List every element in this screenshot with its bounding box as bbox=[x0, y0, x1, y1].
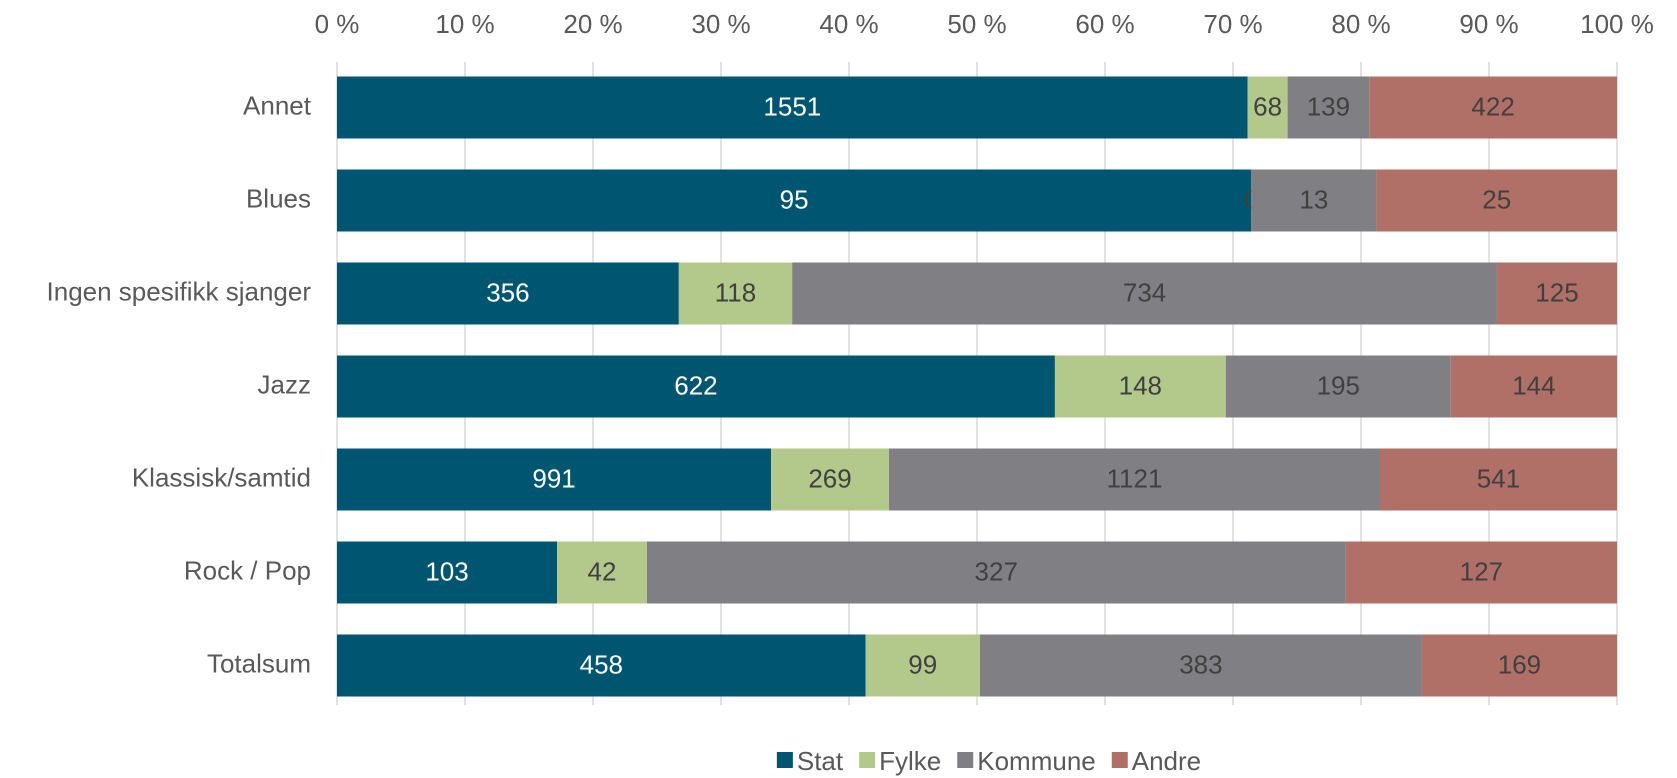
bar-segment bbox=[1496, 262, 1617, 325]
bar-segment bbox=[1345, 541, 1617, 604]
bar-segment bbox=[557, 541, 647, 604]
bar-segment bbox=[646, 541, 1346, 604]
data-label: 125 bbox=[1535, 277, 1578, 307]
data-label: 269 bbox=[808, 463, 851, 493]
data-label: 13 bbox=[1299, 184, 1328, 214]
bar-segment bbox=[337, 76, 1248, 139]
data-label: 144 bbox=[1512, 370, 1555, 400]
data-label: 103 bbox=[425, 556, 468, 586]
data-label: 139 bbox=[1307, 91, 1350, 121]
bar-segment bbox=[1421, 634, 1617, 697]
data-label: 991 bbox=[532, 463, 575, 493]
bar-segment bbox=[1369, 76, 1617, 139]
data-label: 68 bbox=[1253, 91, 1282, 121]
data-label: 42 bbox=[588, 556, 617, 586]
data-label: 99 bbox=[908, 649, 937, 679]
legend-swatch bbox=[859, 752, 876, 768]
bar-segment bbox=[1054, 355, 1226, 418]
data-label: 734 bbox=[1123, 277, 1166, 307]
data-label: 356 bbox=[486, 277, 529, 307]
y-tick-label: Totalsum bbox=[207, 648, 311, 678]
bar-segment bbox=[1450, 355, 1617, 418]
data-label: 1121 bbox=[1107, 463, 1163, 493]
data-label: 25 bbox=[1482, 184, 1511, 214]
data-label: 169 bbox=[1498, 649, 1541, 679]
bar-segment bbox=[1287, 76, 1370, 139]
x-tick-label: 70 % bbox=[1203, 9, 1262, 39]
y-tick-label: Jazz bbox=[258, 369, 311, 399]
legend-swatch bbox=[1111, 752, 1128, 768]
legend-label: Kommune bbox=[977, 746, 1096, 776]
bar-segment bbox=[337, 541, 558, 604]
data-label: 458 bbox=[580, 649, 623, 679]
bar-segment bbox=[865, 634, 980, 697]
x-tick-label: 60 % bbox=[1075, 9, 1134, 39]
legend-label: Fylke bbox=[879, 746, 941, 776]
data-label: 148 bbox=[1119, 370, 1162, 400]
y-tick-label: Klassisk/samtid bbox=[132, 462, 311, 492]
data-label: 127 bbox=[1460, 556, 1503, 586]
bar-segment bbox=[1247, 76, 1288, 139]
bar-segment bbox=[1225, 355, 1451, 418]
data-label: 422 bbox=[1471, 91, 1514, 121]
x-tick-label: 30 % bbox=[691, 9, 750, 39]
data-label: 1551 bbox=[763, 91, 821, 121]
x-tick-label: 50 % bbox=[947, 9, 1006, 39]
bar-segment bbox=[337, 634, 866, 697]
y-tick-label: Annet bbox=[243, 90, 312, 120]
bar-segment bbox=[337, 169, 1252, 232]
legend-label: Stat bbox=[797, 746, 844, 776]
x-tick-label: 10 % bbox=[435, 9, 494, 39]
y-tick-label: Blues bbox=[246, 183, 311, 213]
x-tick-label: 20 % bbox=[563, 9, 622, 39]
bar-segment bbox=[678, 262, 793, 325]
x-tick-label: 40 % bbox=[819, 9, 878, 39]
legend-label: Andre bbox=[1132, 746, 1201, 776]
x-tick-label: 90 % bbox=[1459, 9, 1518, 39]
bar-segment bbox=[979, 634, 1422, 697]
bar-segment bbox=[337, 355, 1055, 418]
x-tick-label: 0 % bbox=[315, 9, 360, 39]
y-tick-label: Ingen spesifikk sjanger bbox=[47, 276, 312, 306]
legend-swatch bbox=[957, 752, 974, 768]
bar-segment bbox=[792, 262, 1497, 325]
bar-segment bbox=[337, 448, 772, 511]
data-label: 541 bbox=[1477, 463, 1520, 493]
x-tick-label: 80 % bbox=[1331, 9, 1390, 39]
bar-segment bbox=[888, 448, 1381, 511]
data-label: 118 bbox=[715, 277, 756, 307]
bar-segment bbox=[1251, 169, 1377, 232]
data-label: 327 bbox=[975, 556, 1018, 586]
legend-swatch bbox=[776, 752, 793, 768]
x-tick-label: 100 % bbox=[1580, 9, 1654, 39]
data-label: 195 bbox=[1317, 370, 1360, 400]
bar-segment bbox=[1376, 169, 1617, 232]
bar-segment bbox=[771, 448, 889, 511]
bar-segment bbox=[337, 262, 679, 325]
data-label: 95 bbox=[780, 184, 809, 214]
bar-segment bbox=[1380, 448, 1617, 511]
y-tick-label: Rock / Pop bbox=[184, 555, 311, 585]
data-label: 383 bbox=[1179, 649, 1222, 679]
data-label: 622 bbox=[674, 370, 717, 400]
